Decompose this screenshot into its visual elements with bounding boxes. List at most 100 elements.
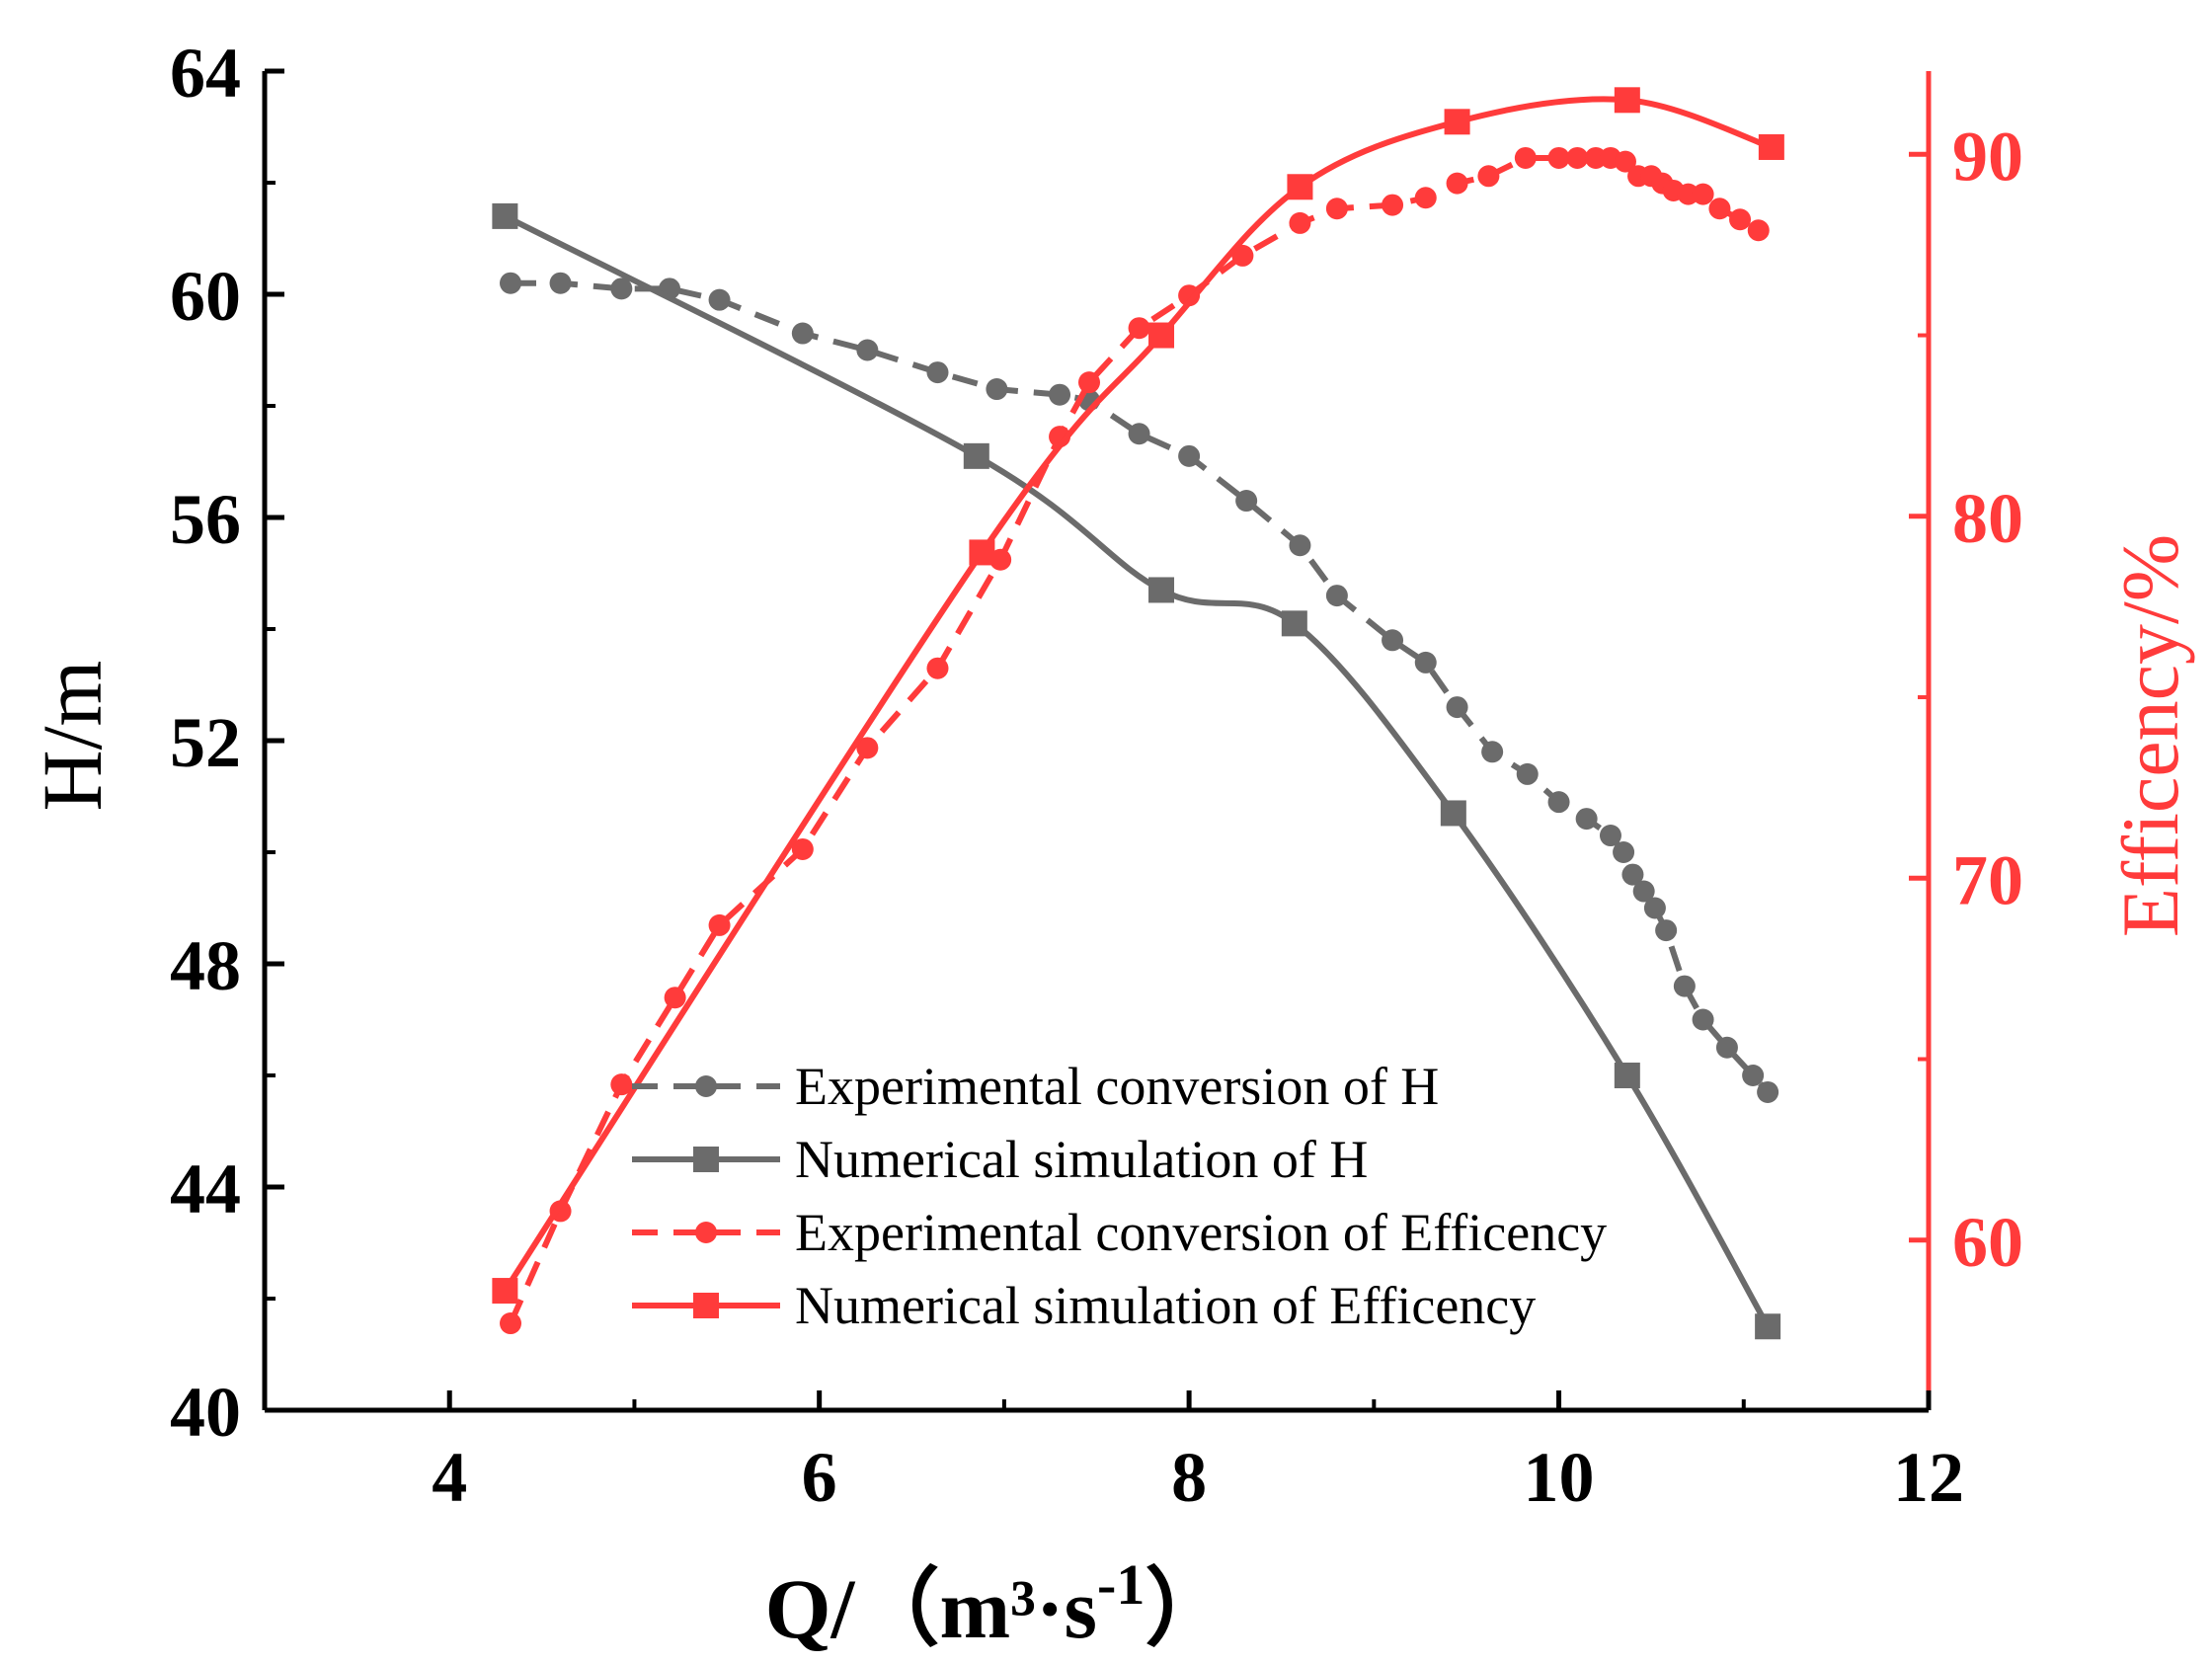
y-right-tick-label: 60 [1952,1203,2023,1282]
series-3-point [1446,172,1468,195]
y-right-tick-label: 80 [1952,479,2023,558]
series-4-point [1444,109,1470,135]
series-1-point [856,339,879,361]
series-1-point [1235,490,1258,513]
y-right-tick-label: 70 [1952,840,2023,919]
series-3-point [1729,208,1752,231]
x-tick-label: 12 [1893,1438,1964,1517]
axes-layer: 4 6 8 10 12 40 44 48 52 56 60 64 60 70 80 90 [170,34,2023,1517]
y-left-tick-label: 48 [170,926,241,1005]
series-3-point [1747,219,1770,242]
series-1-point [1632,880,1655,903]
series-1-point [1673,975,1696,997]
legend-label-1: Experimental conversion of H [795,1057,1439,1116]
series-2-point [963,442,989,469]
series-3-point [1382,194,1404,216]
x-tick-label: 6 [802,1438,837,1517]
legend: Experimental conversion of H Numerical si… [632,1057,1607,1335]
x-axis-title: Q/（m³·s-1） [765,1552,1230,1656]
series-4-point [1758,133,1784,160]
series-1-point [1414,651,1437,674]
x-tick-label: 8 [1171,1438,1207,1517]
series-3-point [856,737,879,759]
series-3-point [1289,211,1311,234]
series-2-point [1440,800,1466,827]
legend-marker-2 [693,1147,719,1172]
series-line-1 [511,279,1771,1094]
series-3-point [1477,165,1500,188]
series-4-point [1287,174,1313,200]
x-tick-label: 4 [432,1438,467,1517]
series-line-4 [502,96,1775,1295]
legend-label-3: Experimental conversion of Efficency [795,1203,1607,1262]
series-3-point [1325,198,1348,220]
series-1-point [610,277,633,300]
series-1-point [1289,534,1311,557]
series-1-point [986,378,1008,401]
series-3-point [926,657,949,679]
series-3-point [1128,317,1150,340]
series-1-point [1446,696,1468,719]
series-3-point [1692,183,1714,205]
series-4-point [492,1278,518,1305]
x-axis-title-main: Q/（m³·s [765,1561,1097,1656]
series-1-point [1715,1036,1738,1059]
series-2-point [1281,610,1307,637]
series-1-point [1575,808,1598,831]
series-1-point [1742,1065,1765,1086]
series-1-point [1613,841,1635,863]
legend-marker-1 [695,1075,717,1097]
series-1-point [1325,585,1348,607]
series-3-point [1178,284,1201,307]
series-4-point [1614,87,1640,114]
series-2-point [492,202,518,229]
series-3-point [500,1312,522,1335]
legend-marker-3 [695,1222,717,1243]
series-3-point [1414,187,1437,209]
series-1-point [1178,444,1201,467]
series-layer [492,87,1784,1340]
legend-label-4: Numerical simulation of Efficency [795,1276,1536,1335]
y-left-tick-label: 64 [170,34,241,113]
legend-marker-4 [693,1293,719,1318]
series-1-point [926,361,949,384]
series-1-point [708,288,731,311]
series-1-point [1757,1080,1779,1103]
series-1-point [1481,741,1504,763]
legend-label-2: Numerical simulation of H [795,1130,1368,1189]
series-3-point [664,987,686,1009]
series-1-point [1621,863,1644,886]
series-3-point [791,837,814,860]
series-1-point [1643,897,1666,919]
y-left-axis-title: H/m [25,661,119,812]
y-left-tick-label: 40 [170,1373,241,1452]
series-1-point [1655,919,1678,942]
x-tick-label: 10 [1524,1438,1595,1517]
y-left-tick-label: 44 [170,1149,241,1228]
series-2-point [1614,1063,1640,1088]
series-4-point [969,539,995,566]
series-1-point [549,272,572,294]
series-3-point [610,1073,633,1096]
series-3-point [1078,371,1101,394]
series-3-point [1547,146,1570,169]
series-1-point [1547,791,1570,814]
series-1-point [791,322,814,345]
x-axis-title-close: ） [1145,1561,1229,1656]
series-4-point [1148,322,1175,349]
x-axis-title-superscript: -1 [1097,1552,1145,1617]
series-1-point [1599,825,1621,847]
series-1-point [1049,383,1071,406]
y-left-tick-label: 52 [170,703,241,782]
series-3-point [1514,146,1537,169]
series-2-point [1148,577,1175,603]
series-3-point [989,548,1012,571]
y-right-axis-title: Efficency/% [2105,534,2195,937]
series-1-point [500,272,522,294]
series-1-point [1692,1008,1714,1031]
y-right-tick-label: 90 [1952,117,2023,196]
series-1-point [1128,423,1150,445]
y-left-tick-label: 56 [170,480,241,559]
series-1-point [1516,762,1539,785]
